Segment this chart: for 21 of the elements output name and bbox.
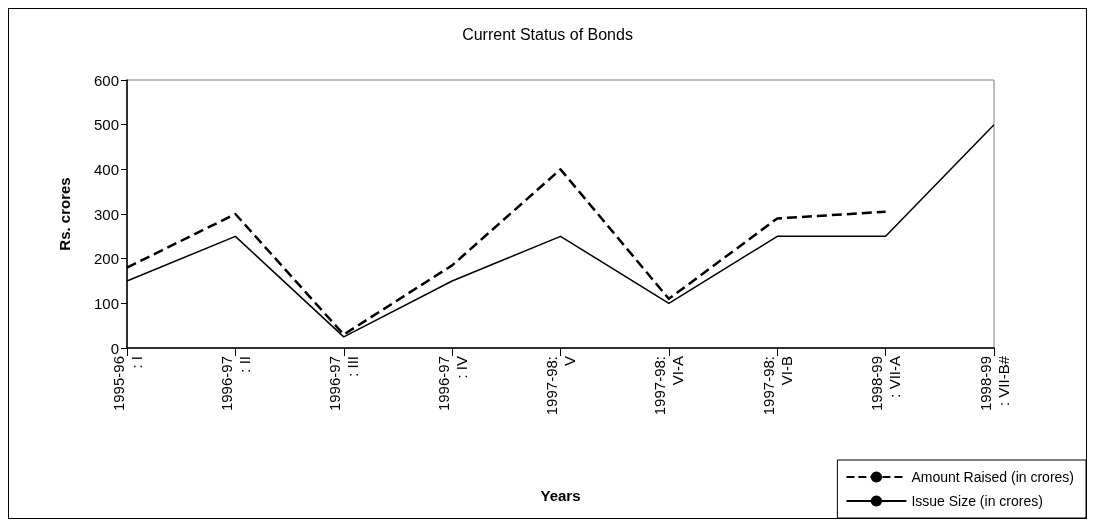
x-tick-label: 1996-97 : IV xyxy=(434,356,470,412)
y-tick-label: 300 xyxy=(93,205,119,223)
chart-title: Current Status of Bonds xyxy=(462,25,633,43)
y-tick-label: 200 xyxy=(93,250,119,268)
x-tick-label: 1997-98: V xyxy=(543,356,578,416)
x-tick-label: 1997-98: VI-A xyxy=(651,356,687,416)
y-tick-label: 600 xyxy=(93,71,119,89)
legend-label: Amount Raised (in crores) xyxy=(911,469,1075,485)
y-axis-title: Rs. crores xyxy=(56,177,73,251)
x-tick-label: 1996-97 : II xyxy=(217,356,253,412)
legend-label: Issue Size (in crores) xyxy=(911,493,1043,509)
x-axis-title: Years xyxy=(540,487,581,504)
y-tick-label: 100 xyxy=(93,294,119,312)
y-tick-label: 400 xyxy=(93,160,119,178)
y-tick-label: 0 xyxy=(110,339,119,357)
x-tick-label: 1998-99 : VII-B# xyxy=(976,355,1012,412)
x-tick-label: 1998-99 : VII-A xyxy=(868,356,904,412)
y-tick-label: 500 xyxy=(93,116,119,134)
x-tick-label: 1996-97 : III xyxy=(326,356,362,412)
x-tick-label: 1997-98: VI-B xyxy=(759,356,795,416)
x-tick-label: 1995-96 : I xyxy=(109,356,145,412)
